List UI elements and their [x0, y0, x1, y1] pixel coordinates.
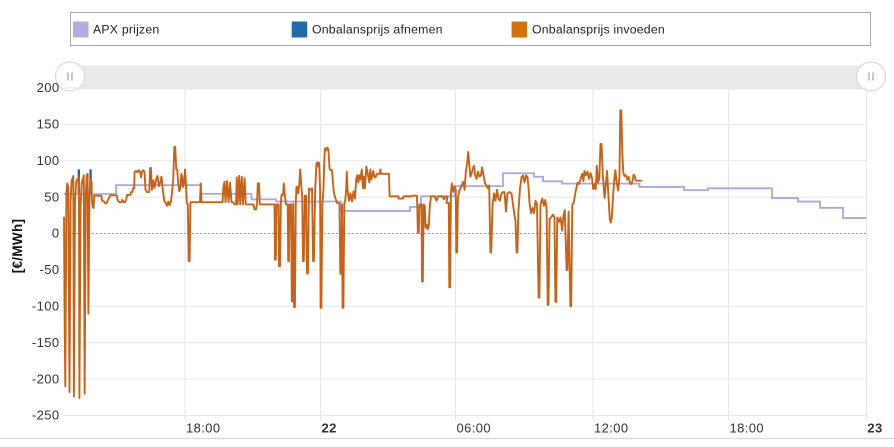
svg-text:150: 150 [37, 117, 60, 132]
svg-text:06:00: 06:00 [457, 421, 492, 436]
svg-text:-100: -100 [32, 298, 60, 313]
svg-text:-200: -200 [32, 371, 60, 386]
svg-text:APX prijzen: APX prijzen [93, 23, 159, 37]
svg-text:-250: -250 [32, 408, 60, 423]
svg-text:200: 200 [37, 80, 60, 95]
svg-text:50: 50 [44, 189, 59, 204]
svg-text:-150: -150 [32, 335, 60, 350]
svg-text:18:00: 18:00 [186, 421, 221, 436]
svg-text:100: 100 [37, 153, 60, 168]
svg-text:22: 22 [322, 421, 337, 436]
svg-text:Onbalansprijs invoeden: Onbalansprijs invoeden [532, 23, 665, 37]
svg-text:[€/MWh]: [€/MWh] [10, 219, 25, 274]
svg-text:18:00: 18:00 [730, 421, 765, 436]
svg-text:Onbalansprijs afnemen: Onbalansprijs afnemen [312, 23, 443, 37]
svg-text:-50: -50 [40, 262, 60, 277]
svg-text:23: 23 [867, 421, 882, 436]
svg-text:0: 0 [52, 226, 60, 241]
svg-text:12:00: 12:00 [594, 421, 629, 436]
